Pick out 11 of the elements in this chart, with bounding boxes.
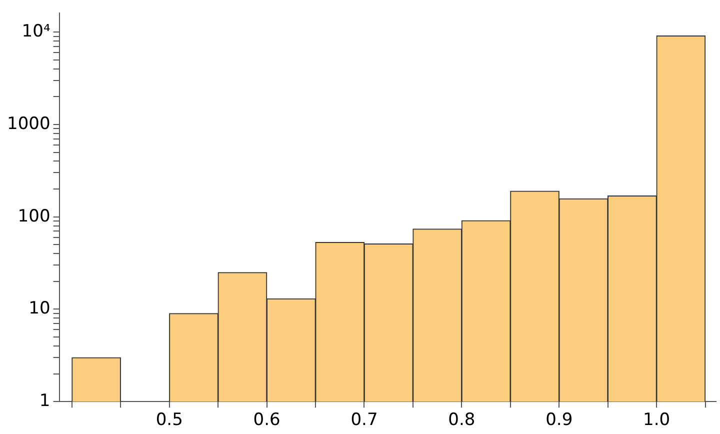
y-tick-label: 10	[28, 298, 50, 319]
x-tick-label: 0.8	[448, 410, 476, 430]
x-tick-label: 1.0	[643, 410, 670, 430]
x-tick-label: 0.6	[253, 410, 280, 430]
x-tick-label: 0.7	[350, 410, 378, 430]
y-tick-label: 100	[18, 206, 50, 226]
y-tick-label: 1000	[7, 114, 50, 134]
x-tick-label: 0.5	[156, 410, 183, 430]
y-tick-label: 10⁴	[22, 21, 50, 42]
x-tick-label: 0.9	[546, 410, 573, 430]
y-tick-label: 1	[39, 391, 50, 412]
